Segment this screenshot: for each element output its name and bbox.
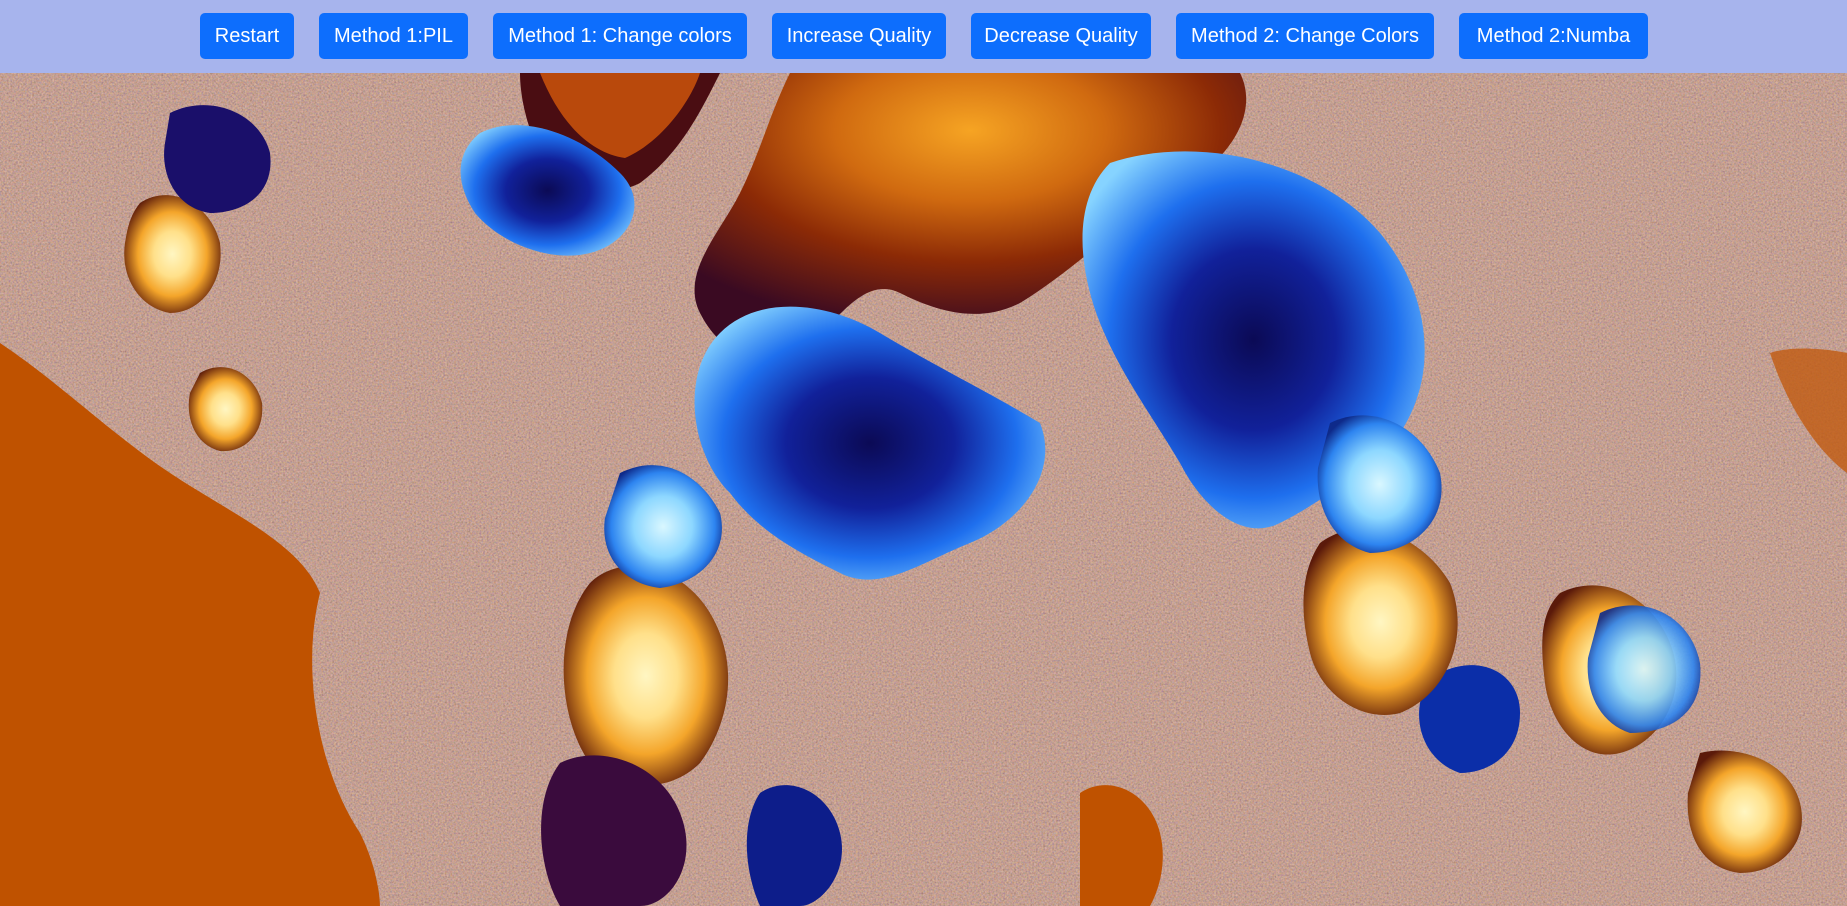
restart-button[interactable]: Restart bbox=[200, 13, 294, 59]
method-1-change-colors-button[interactable]: Method 1: Change colors bbox=[493, 13, 747, 59]
fractal-canvas[interactable] bbox=[0, 73, 1847, 906]
interior-region-bottom bbox=[1080, 785, 1163, 906]
cream-bulb-left bbox=[124, 195, 221, 313]
blue-basin-center bbox=[694, 306, 1046, 580]
cream-bulb-left-2 bbox=[188, 367, 263, 452]
toolbar: Restart Method 1:PIL Method 1: Change co… bbox=[0, 0, 1847, 73]
fractal-image[interactable] bbox=[0, 73, 1847, 906]
orange-basin bbox=[694, 73, 1247, 361]
method-2-numba-button[interactable]: Method 2:Numba bbox=[1459, 13, 1648, 59]
dark-lobe-bottom bbox=[541, 755, 687, 906]
method-1-pil-button[interactable]: Method 1:PIL bbox=[319, 13, 468, 59]
cyan-ramp-center-left bbox=[604, 465, 722, 588]
interior-region-right bbox=[1770, 348, 1847, 473]
cream-bulb-lower-left bbox=[563, 566, 729, 786]
orange-lobe-top bbox=[540, 73, 700, 158]
cyan-ramp-right bbox=[1317, 415, 1442, 553]
cyan-ramp-far-right bbox=[1587, 605, 1701, 733]
cream-bulb-right bbox=[1303, 528, 1458, 715]
increase-quality-button[interactable]: Increase Quality bbox=[772, 13, 946, 59]
navy-lobe-bottom bbox=[746, 785, 842, 906]
cream-bulb-bottom-right bbox=[1687, 750, 1802, 873]
decrease-quality-button[interactable]: Decrease Quality bbox=[971, 13, 1151, 59]
method-2-change-colors-button[interactable]: Method 2: Change Colors bbox=[1176, 13, 1434, 59]
blue-basin-top-left bbox=[460, 125, 635, 256]
navy-lobe-top-left bbox=[164, 105, 271, 213]
interior-region-left bbox=[0, 343, 380, 906]
blue-lobe-bottom-right bbox=[1419, 665, 1520, 773]
